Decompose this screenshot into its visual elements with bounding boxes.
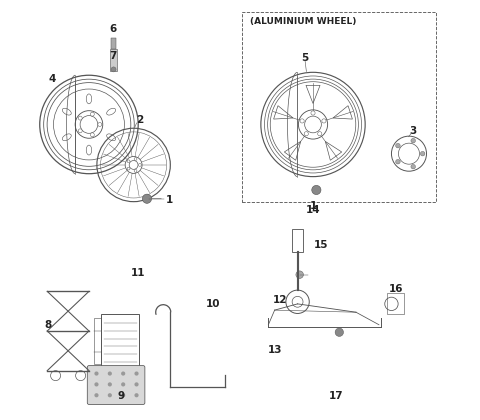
Bar <box>94 318 101 365</box>
Bar <box>292 229 303 252</box>
Circle shape <box>300 119 304 123</box>
Circle shape <box>108 393 112 397</box>
Circle shape <box>411 139 416 143</box>
Circle shape <box>90 133 94 137</box>
Circle shape <box>95 393 98 397</box>
Text: 4: 4 <box>48 74 56 84</box>
Text: 6: 6 <box>109 24 116 34</box>
Circle shape <box>312 185 321 194</box>
Circle shape <box>420 151 425 156</box>
Circle shape <box>50 370 60 381</box>
Circle shape <box>78 129 82 133</box>
Circle shape <box>335 328 344 336</box>
Text: (ALUMINIUM WHEEL): (ALUMINIUM WHEEL) <box>250 17 356 26</box>
Circle shape <box>95 382 98 386</box>
Text: 3: 3 <box>409 126 417 136</box>
Circle shape <box>138 163 141 166</box>
Circle shape <box>311 111 315 115</box>
Circle shape <box>304 131 308 136</box>
Circle shape <box>78 116 82 120</box>
Circle shape <box>134 382 139 386</box>
Text: 10: 10 <box>205 299 220 309</box>
Circle shape <box>95 371 98 375</box>
Circle shape <box>411 164 416 169</box>
Text: 16: 16 <box>389 284 404 294</box>
Text: 8: 8 <box>45 320 52 330</box>
Text: 12: 12 <box>272 295 287 304</box>
Circle shape <box>143 194 152 203</box>
Text: 11: 11 <box>131 268 145 278</box>
Circle shape <box>108 382 112 386</box>
Circle shape <box>111 67 116 72</box>
Circle shape <box>322 119 326 123</box>
Circle shape <box>127 160 130 163</box>
Text: 17: 17 <box>329 391 343 401</box>
FancyBboxPatch shape <box>87 366 145 404</box>
Text: 1: 1 <box>310 201 317 211</box>
Text: 14: 14 <box>306 205 320 215</box>
Circle shape <box>134 158 137 160</box>
Text: 9: 9 <box>118 391 125 401</box>
Circle shape <box>134 170 137 172</box>
Circle shape <box>134 371 139 375</box>
Circle shape <box>296 271 303 278</box>
Circle shape <box>396 143 400 148</box>
Circle shape <box>121 371 125 375</box>
Text: 2: 2 <box>136 116 144 125</box>
Text: 7: 7 <box>109 51 117 60</box>
Text: 15: 15 <box>314 241 329 250</box>
Bar <box>387 294 404 314</box>
Circle shape <box>108 371 112 375</box>
Circle shape <box>127 167 130 170</box>
Circle shape <box>76 370 85 381</box>
Circle shape <box>121 393 125 397</box>
Circle shape <box>98 123 102 126</box>
Circle shape <box>396 160 400 164</box>
Text: 5: 5 <box>301 53 308 63</box>
Text: 13: 13 <box>268 345 283 355</box>
Bar <box>110 49 117 71</box>
Circle shape <box>134 393 139 397</box>
Circle shape <box>318 131 322 136</box>
Bar <box>111 38 116 49</box>
Circle shape <box>90 112 94 116</box>
Bar <box>101 314 139 368</box>
Text: 1: 1 <box>166 194 173 205</box>
Circle shape <box>121 382 125 386</box>
